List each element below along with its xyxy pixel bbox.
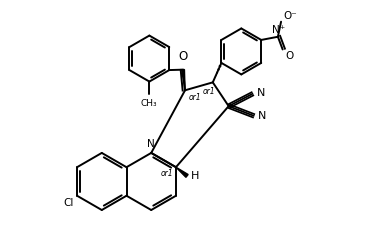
Text: N⁺: N⁺ <box>272 25 285 35</box>
Text: N: N <box>258 111 266 121</box>
Text: O: O <box>285 51 293 61</box>
Text: or1: or1 <box>203 87 215 96</box>
Text: H: H <box>191 171 199 181</box>
Text: or1: or1 <box>189 93 201 102</box>
Text: Cl: Cl <box>63 198 74 208</box>
Polygon shape <box>176 167 188 177</box>
Text: N: N <box>147 139 155 149</box>
Text: or1: or1 <box>161 169 174 178</box>
Text: N: N <box>257 89 265 99</box>
Text: CH₃: CH₃ <box>140 99 157 108</box>
Text: O: O <box>178 50 188 63</box>
Polygon shape <box>182 70 185 90</box>
Text: O⁻: O⁻ <box>284 10 297 20</box>
